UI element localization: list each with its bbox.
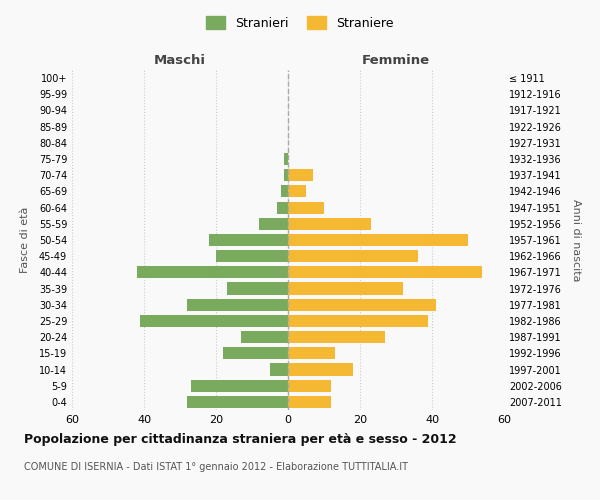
Bar: [288, 380, 331, 392]
Bar: [137, 266, 288, 278]
Text: Maschi: Maschi: [154, 54, 206, 67]
Bar: [187, 396, 288, 408]
Bar: [288, 186, 306, 198]
Bar: [284, 153, 288, 165]
Bar: [140, 315, 288, 327]
Y-axis label: Anni di nascita: Anni di nascita: [571, 198, 581, 281]
Bar: [191, 380, 288, 392]
Text: COMUNE DI ISERNIA - Dati ISTAT 1° gennaio 2012 - Elaborazione TUTTITALIA.IT: COMUNE DI ISERNIA - Dati ISTAT 1° gennai…: [24, 462, 408, 472]
Bar: [259, 218, 288, 230]
Bar: [288, 169, 313, 181]
Bar: [288, 234, 468, 246]
Bar: [288, 298, 436, 311]
Bar: [187, 298, 288, 311]
Bar: [223, 348, 288, 360]
Bar: [209, 234, 288, 246]
Legend: Stranieri, Straniere: Stranieri, Straniere: [202, 11, 398, 35]
Bar: [288, 331, 385, 343]
Bar: [227, 282, 288, 294]
Bar: [288, 218, 371, 230]
Bar: [288, 364, 353, 376]
Y-axis label: Fasce di età: Fasce di età: [20, 207, 31, 273]
Bar: [288, 250, 418, 262]
Bar: [288, 282, 403, 294]
Bar: [288, 348, 335, 360]
Bar: [288, 266, 482, 278]
Bar: [270, 364, 288, 376]
Bar: [288, 396, 331, 408]
Bar: [284, 169, 288, 181]
Bar: [288, 202, 324, 213]
Bar: [241, 331, 288, 343]
Text: Popolazione per cittadinanza straniera per età e sesso - 2012: Popolazione per cittadinanza straniera p…: [24, 432, 457, 446]
Bar: [281, 186, 288, 198]
Bar: [277, 202, 288, 213]
Bar: [288, 315, 428, 327]
Bar: [216, 250, 288, 262]
Text: Femmine: Femmine: [362, 54, 430, 67]
